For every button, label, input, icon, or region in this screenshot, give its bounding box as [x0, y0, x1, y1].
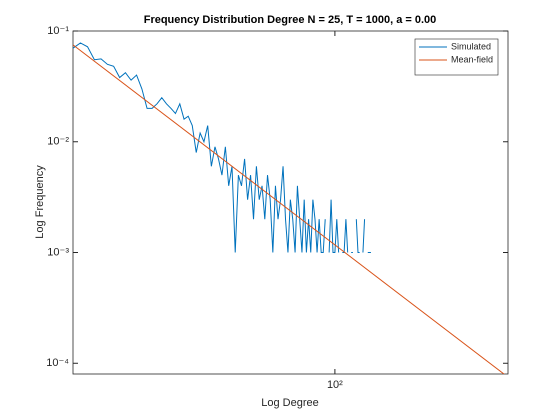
y-tick-label: 10⁻² — [47, 136, 69, 148]
chart-title: Frequency Distribution Degree N = 25, T … — [144, 14, 437, 26]
legend-label: Mean-field — [451, 54, 493, 64]
series-line — [73, 44, 505, 374]
legend-label: Simulated — [451, 41, 491, 51]
y-tick-label: 10⁻¹ — [47, 25, 69, 37]
plot-area — [72, 30, 509, 375]
legend-box — [414, 38, 499, 76]
x-tick-label: 10² — [327, 379, 343, 391]
y-tick-label: 10⁻³ — [47, 246, 69, 258]
y-tick-label: 10⁻⁴ — [46, 357, 69, 369]
x-axis-label: Log Degree — [261, 397, 319, 409]
y-axis-label: Log Frequency — [34, 165, 46, 239]
